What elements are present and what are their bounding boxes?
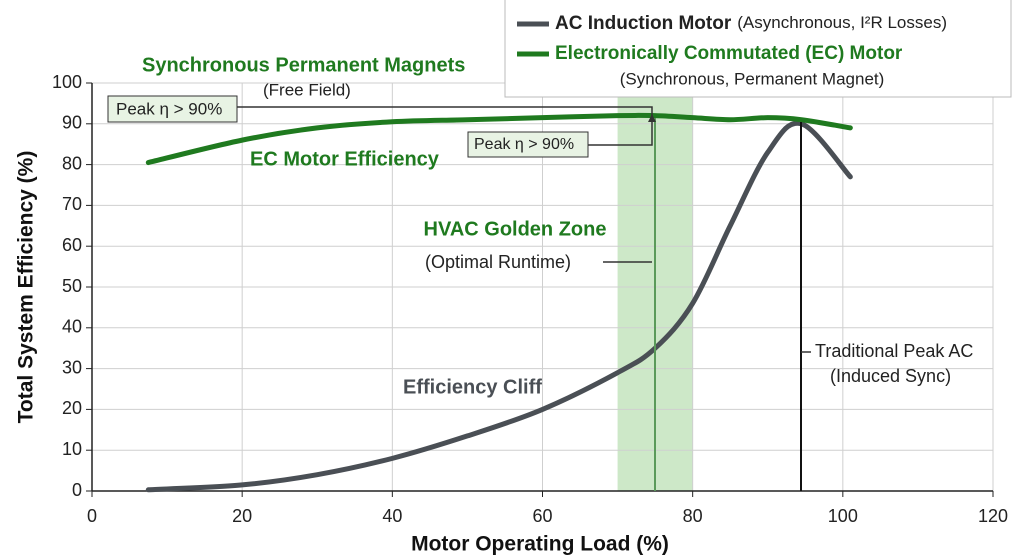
legend-description: (Asynchronous, I²R Losses) <box>737 13 947 32</box>
annotation: (Optimal Runtime) <box>425 252 571 272</box>
x-tick-label: 100 <box>828 506 858 526</box>
y-tick-label: 60 <box>62 235 82 255</box>
annotation: (Free Field) <box>263 80 351 99</box>
annotation: Peak η > 90% <box>474 136 574 153</box>
y-tick-label: 30 <box>62 357 82 377</box>
annotation: Peak η > 90% <box>116 99 222 118</box>
annotation-box <box>107 95 238 123</box>
x-tick-label: 20 <box>232 506 252 526</box>
x-tick-label: 80 <box>683 506 703 526</box>
callout-line <box>237 106 653 116</box>
y-tick-label: 40 <box>62 317 82 337</box>
y-tick-label: 0 <box>72 480 82 500</box>
legend-name: AC Induction Motor <box>555 13 732 34</box>
series-lines <box>145 112 853 493</box>
x-axis-title: Motor Operating Load (%) <box>411 533 669 556</box>
legend-box <box>504 0 1012 98</box>
legend-label: Electronically Commutated (EC) Motor <box>555 43 903 64</box>
callout-line <box>588 118 653 146</box>
y-tick-label: 10 <box>62 439 82 459</box>
annotation: Efficiency Cliff <box>403 376 542 398</box>
annotation: HVAC Golden Zone <box>424 218 607 240</box>
y-tick-label: 100 <box>52 72 82 92</box>
series-line <box>145 120 853 493</box>
legend-name: Electronically Commutated (EC) Motor <box>555 43 903 64</box>
annotation-box <box>467 131 589 158</box>
y-tick-label: 50 <box>62 276 82 296</box>
y-tick-label: 70 <box>62 194 82 214</box>
x-tick-label: 40 <box>382 506 402 526</box>
legend-description: (Synchronous, Permanent Magnet) <box>620 69 885 88</box>
legend: AC Induction Motor (Asynchronous, I²R Los… <box>517 13 947 88</box>
y-tick-label: 90 <box>62 113 82 133</box>
y-tick-label: 20 <box>62 398 82 418</box>
y-axis-title: Total System Efficiency (%) <box>15 151 38 424</box>
x-tick-label: 120 <box>978 506 1008 526</box>
y-tick-label: 80 <box>62 153 82 173</box>
annotation: Traditional Peak AC <box>815 341 973 361</box>
series-line <box>145 112 853 166</box>
annotation: Synchronous Permanent Magnets <box>142 54 465 76</box>
annotation: (Induced Sync) <box>830 366 951 386</box>
x-tick-label: 60 <box>532 506 552 526</box>
legend-label: AC Induction Motor (Asynchronous, I²R Los… <box>555 13 947 34</box>
callout-arrow <box>648 114 656 122</box>
x-tick-label: 0 <box>87 506 97 526</box>
annotation: EC Motor Efficiency <box>250 148 440 170</box>
